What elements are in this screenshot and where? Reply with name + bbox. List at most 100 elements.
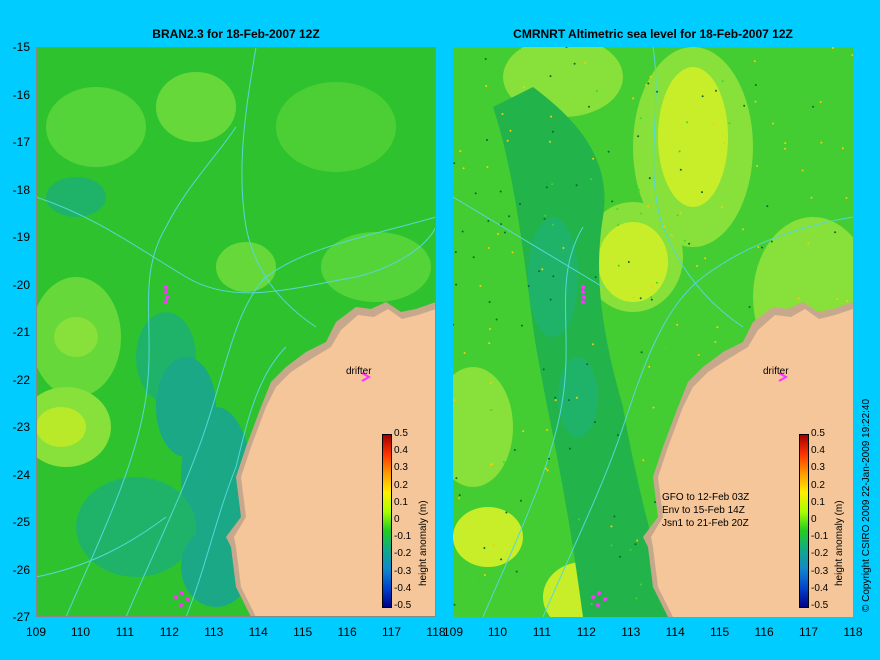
observation-point: [845, 196, 848, 199]
observation-point: [548, 457, 550, 460]
observation-point: [486, 139, 488, 141]
observation-point: [527, 285, 530, 287]
observation-point: [714, 340, 717, 343]
x-tick-label: 112: [159, 625, 179, 639]
observation-point: [592, 157, 595, 160]
drifter-label-left: drifter: [346, 366, 372, 377]
observation-point: [584, 61, 587, 64]
x-tick-label: 117: [798, 625, 819, 639]
observation-point: [701, 95, 704, 98]
observation-point: [716, 326, 719, 329]
left-panel-title: BRAN2.3 for 18-Feb-2007 12Z: [152, 27, 320, 41]
observation-point: [834, 231, 837, 234]
observation-point: [846, 300, 849, 302]
observation-point: [617, 264, 620, 267]
observation-point: [704, 257, 707, 260]
observation-point: [648, 177, 651, 180]
observation-point: [831, 219, 834, 221]
y-tick-label: -23: [12, 420, 30, 434]
colorbar-tick-label: 0.5: [394, 428, 408, 439]
right-panel-title: CMRNRT Altimetric sea level for 18-Feb-2…: [513, 27, 793, 41]
observation-point: [454, 251, 457, 254]
altimetry-note-env: Env to 15-Feb 14Z: [662, 505, 745, 516]
observation-point: [766, 205, 769, 208]
x-tick-label: 115: [293, 625, 313, 639]
observation-point: [455, 283, 458, 286]
observation-point: [784, 147, 787, 150]
observation-point: [577, 518, 580, 521]
colorbar-tick-label: -0.2: [811, 548, 829, 560]
observation-point: [506, 139, 509, 142]
y-tick-label: -26: [12, 562, 30, 577]
colorbar-tick-label: 0.1: [394, 496, 408, 508]
observation-point: [754, 84, 757, 86]
observation-point: [495, 318, 498, 321]
observation-point: [640, 351, 643, 354]
observation-point: [505, 511, 508, 514]
x-tick-label: 113: [621, 625, 641, 639]
observation-point: [632, 97, 635, 100]
observation-point: [519, 203, 521, 206]
observation-point: [491, 463, 494, 465]
observation-point: [486, 166, 489, 168]
x-tick-label: 109: [442, 625, 464, 639]
x-tick-label: 111: [115, 625, 134, 639]
observation-point: [715, 89, 717, 92]
observation-point: [565, 47, 568, 48]
colorbar-tick-label: -0.4: [394, 582, 412, 594]
observation-point: [686, 121, 689, 124]
observation-point: [637, 135, 640, 138]
observation-point: [820, 141, 823, 144]
observation-point: [552, 275, 555, 278]
observation-point: [515, 570, 518, 573]
observation-point: [634, 543, 637, 546]
observation-point: [573, 62, 576, 65]
observation-point: [628, 89, 631, 91]
colorbar-tick-label: -0.5: [811, 600, 829, 611]
observation-point: [638, 189, 640, 192]
observation-point: [502, 461, 505, 464]
y-tick-label: -27: [12, 610, 30, 624]
observation-point: [560, 483, 563, 485]
observation-point: [551, 183, 554, 186]
observation-point: [586, 363, 589, 366]
observation-point: [679, 212, 682, 215]
observation-point: [505, 53, 508, 56]
colorbar-tick-label: 0.5: [811, 428, 825, 439]
observation-point: [500, 223, 502, 226]
observation-point: [546, 469, 549, 472]
observation-point: [500, 558, 503, 561]
observation-point: [499, 190, 502, 193]
observation-point: [497, 233, 500, 235]
observation-point: [713, 123, 716, 126]
observation-point: [650, 296, 653, 299]
observation-point: [595, 90, 598, 92]
observation-point: [797, 297, 800, 300]
colorbar-tick-label: -0.2: [394, 548, 412, 560]
observation-point: [650, 285, 653, 288]
observation-point: [647, 205, 650, 208]
observation-point: [655, 281, 658, 284]
observation-point: [818, 112, 821, 115]
colorbar-tick-label: 0.2: [394, 479, 408, 491]
observation-point: [688, 242, 691, 245]
observation-point: [509, 129, 512, 132]
observation-point: [642, 459, 645, 462]
observation-point: [756, 165, 759, 167]
observation-point: [742, 228, 744, 231]
observation-point: [590, 178, 592, 181]
observation-point: [650, 298, 653, 301]
observation-point: [607, 150, 610, 153]
observation-point: [819, 101, 822, 104]
observation-point: [753, 60, 756, 63]
observation-point: [841, 93, 843, 96]
x-tick-label: 118: [843, 625, 863, 639]
colorbar-gradient: [382, 434, 392, 608]
colorbar-tick-label: 0.4: [811, 445, 825, 457]
observation-point: [541, 268, 544, 271]
observation-point: [551, 130, 554, 133]
observation-point: [459, 150, 462, 153]
observation-point: [500, 299, 503, 302]
observation-point: [492, 544, 495, 547]
observation-point: [567, 399, 570, 402]
